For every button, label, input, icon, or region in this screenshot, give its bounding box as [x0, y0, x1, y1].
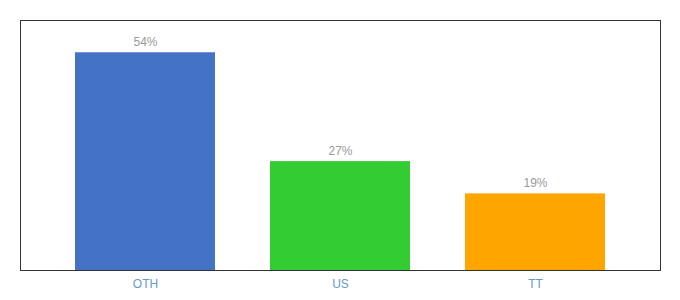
svg-text:27%: 27%: [328, 144, 352, 158]
svg-text:OTH: OTH: [133, 277, 158, 291]
svg-text:TT: TT: [528, 277, 543, 291]
svg-text:US: US: [332, 277, 349, 291]
svg-text:54%: 54%: [133, 35, 157, 49]
svg-text:19%: 19%: [523, 176, 547, 190]
